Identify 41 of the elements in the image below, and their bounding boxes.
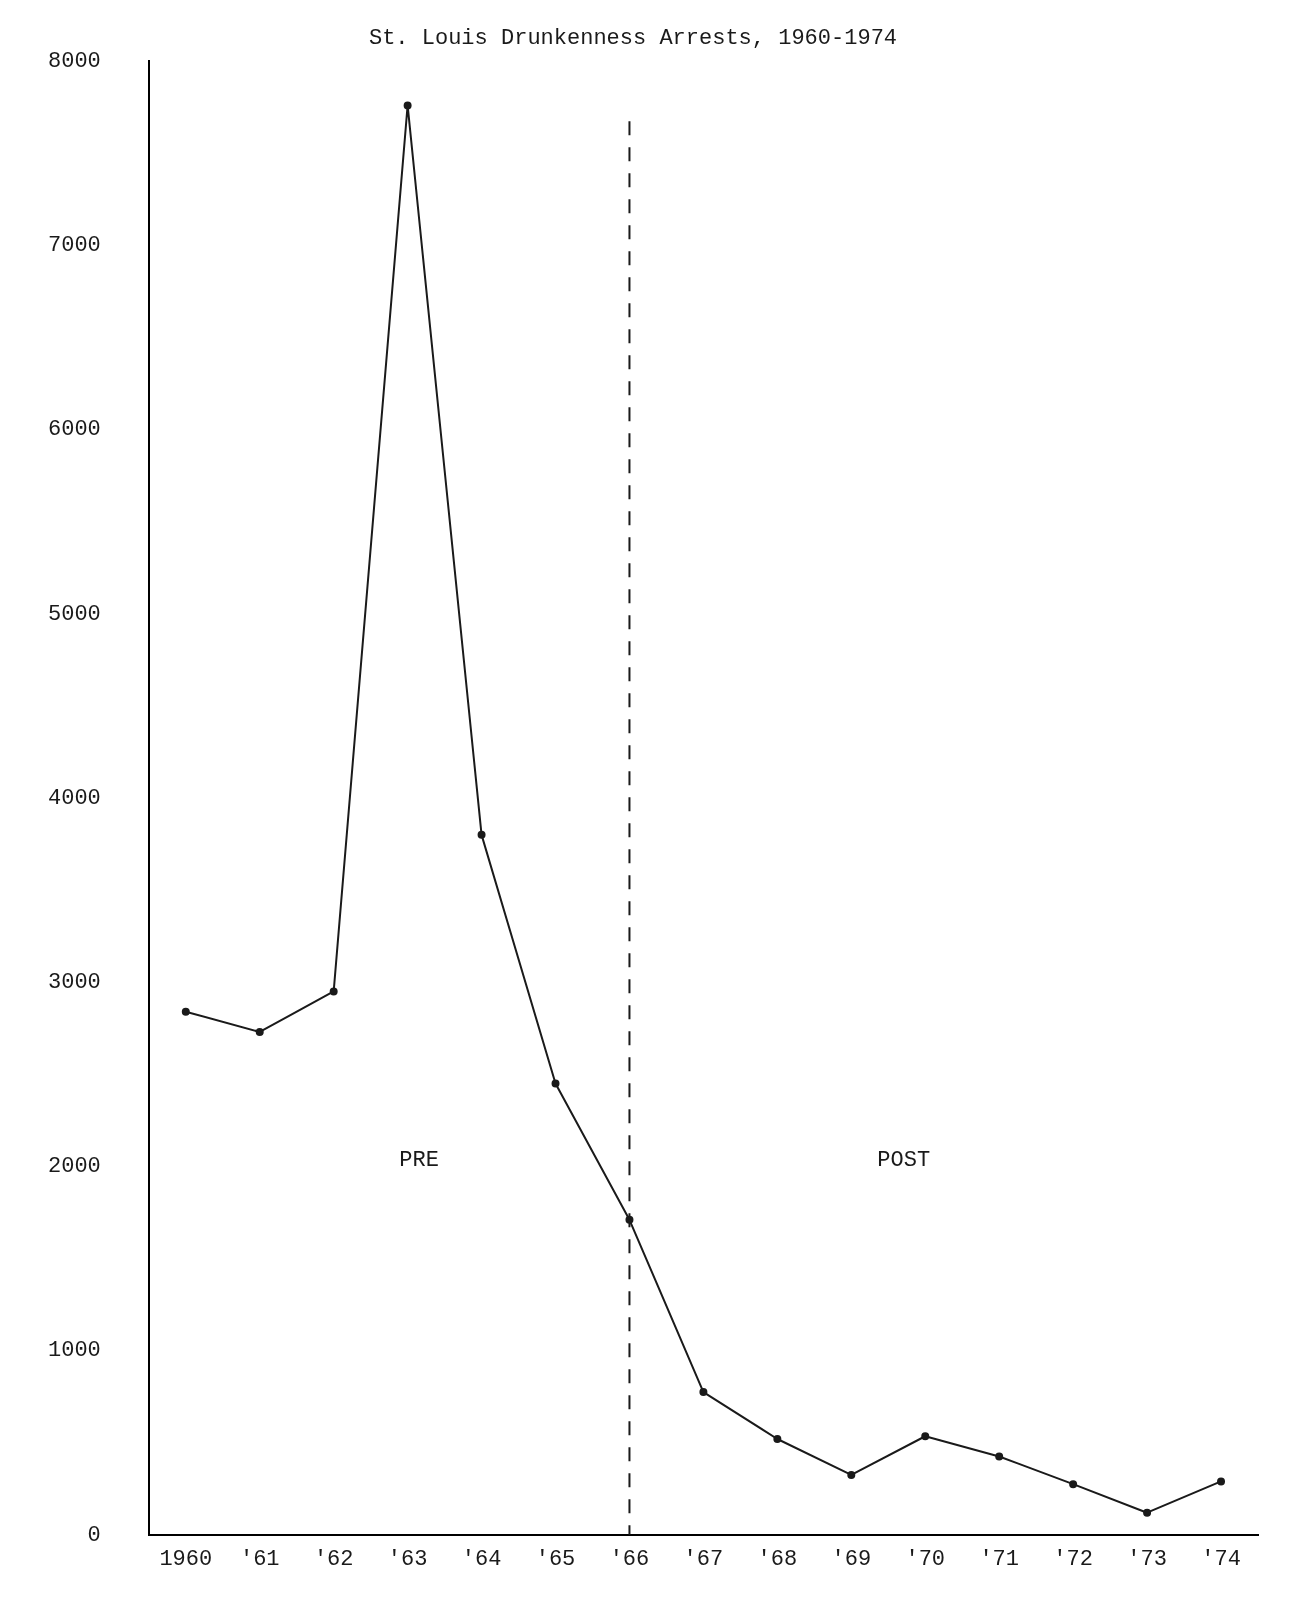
point: [921, 1432, 930, 1441]
chart-title: St. Louis Drunkenness Arrests, 1960-1974: [368, 25, 898, 51]
x-tick-label: '62: [313, 1546, 354, 1572]
x-tick-label: '72: [1053, 1546, 1093, 1572]
y-tick-label: 5000: [48, 601, 101, 627]
x-tick-label: '67: [683, 1546, 724, 1572]
point: [1069, 1480, 1078, 1489]
y-tick-label: 1000: [48, 1338, 101, 1364]
x-tick-label: 1960: [159, 1546, 213, 1572]
x-tick-label: '69: [831, 1546, 872, 1572]
annotation: PRE: [399, 1148, 439, 1174]
point: [1217, 1477, 1226, 1486]
x-tick-label: '65: [535, 1546, 576, 1572]
x-tick-label: '64: [461, 1546, 502, 1572]
point: [995, 1452, 1004, 1461]
x-tick-label: '61: [239, 1546, 280, 1572]
y-tick-label: 8000: [48, 49, 101, 75]
annotation: POST: [877, 1148, 931, 1174]
point: [1143, 1508, 1152, 1517]
point: [551, 1079, 560, 1088]
x-tick-label: '73: [1127, 1546, 1167, 1572]
point: [255, 1027, 264, 1036]
y-tick-label: 4000: [48, 785, 101, 811]
x-tick-label: '68: [757, 1546, 798, 1572]
x-tick-label: '70: [905, 1546, 946, 1572]
point: [773, 1435, 782, 1444]
point: [403, 101, 412, 110]
point: [699, 1388, 708, 1397]
x-tick-label: '63: [387, 1546, 428, 1572]
y-tick-label: 0: [87, 1522, 101, 1548]
point: [847, 1470, 856, 1479]
x-tick-label: '74: [1201, 1546, 1241, 1572]
y-tick-label: 6000: [48, 417, 101, 443]
y-tick-label: 3000: [48, 970, 101, 996]
point: [181, 1007, 190, 1016]
y-tick-label: 7000: [48, 233, 101, 259]
y-tick-label: 2000: [48, 1154, 101, 1180]
point: [329, 987, 338, 996]
x-tick-label: '71: [979, 1546, 1019, 1572]
x-tick-label: '66: [609, 1546, 650, 1572]
point: [477, 830, 486, 839]
